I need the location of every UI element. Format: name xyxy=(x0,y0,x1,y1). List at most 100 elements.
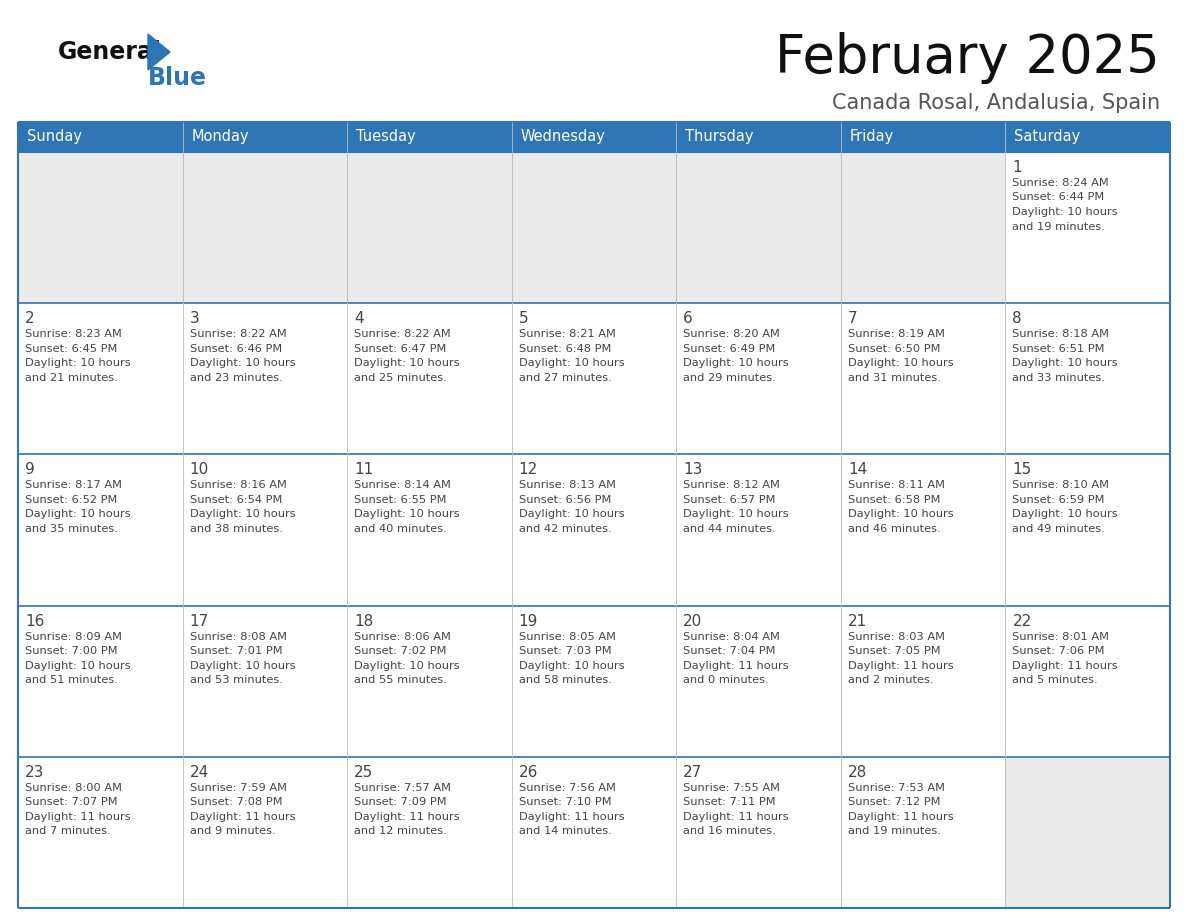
Text: Sunset: 7:09 PM: Sunset: 7:09 PM xyxy=(354,798,447,807)
Text: Blue: Blue xyxy=(148,66,207,90)
Text: Sunrise: 8:08 AM: Sunrise: 8:08 AM xyxy=(190,632,286,642)
Text: 17: 17 xyxy=(190,613,209,629)
Text: and 5 minutes.: and 5 minutes. xyxy=(1012,675,1098,685)
Text: Sunrise: 8:19 AM: Sunrise: 8:19 AM xyxy=(848,330,944,339)
Text: Sunset: 7:03 PM: Sunset: 7:03 PM xyxy=(519,646,612,656)
Text: Sunrise: 8:23 AM: Sunrise: 8:23 AM xyxy=(25,330,122,339)
Bar xyxy=(676,122,841,152)
Text: 22: 22 xyxy=(1012,613,1031,629)
Text: 26: 26 xyxy=(519,765,538,779)
Text: Daylight: 11 hours: Daylight: 11 hours xyxy=(848,661,954,671)
Text: Sunset: 7:07 PM: Sunset: 7:07 PM xyxy=(25,798,118,807)
Text: 1: 1 xyxy=(1012,160,1022,175)
Text: and 2 minutes.: and 2 minutes. xyxy=(848,675,934,685)
Text: Sunrise: 8:03 AM: Sunrise: 8:03 AM xyxy=(848,632,944,642)
Text: Thursday: Thursday xyxy=(685,129,753,144)
Text: and 0 minutes.: and 0 minutes. xyxy=(683,675,769,685)
Bar xyxy=(18,122,183,152)
Text: Sunrise: 8:05 AM: Sunrise: 8:05 AM xyxy=(519,632,615,642)
Bar xyxy=(1005,122,1170,152)
Text: Sunset: 7:10 PM: Sunset: 7:10 PM xyxy=(519,798,612,807)
Text: Sunrise: 7:55 AM: Sunrise: 7:55 AM xyxy=(683,783,781,793)
Text: Sunrise: 8:12 AM: Sunrise: 8:12 AM xyxy=(683,480,781,490)
Text: and 9 minutes.: and 9 minutes. xyxy=(190,826,276,836)
Text: and 16 minutes.: and 16 minutes. xyxy=(683,826,776,836)
Text: and 38 minutes.: and 38 minutes. xyxy=(190,524,283,534)
Polygon shape xyxy=(148,34,170,70)
Text: 18: 18 xyxy=(354,613,373,629)
Bar xyxy=(183,756,347,908)
Bar xyxy=(841,152,1005,303)
Text: Daylight: 11 hours: Daylight: 11 hours xyxy=(354,812,460,822)
Text: Sunset: 7:11 PM: Sunset: 7:11 PM xyxy=(683,798,776,807)
Text: Daylight: 10 hours: Daylight: 10 hours xyxy=(354,358,460,368)
Text: Daylight: 10 hours: Daylight: 10 hours xyxy=(190,509,295,520)
Text: and 46 minutes.: and 46 minutes. xyxy=(848,524,941,534)
Bar xyxy=(512,756,676,908)
Text: and 42 minutes.: and 42 minutes. xyxy=(519,524,612,534)
Text: February 2025: February 2025 xyxy=(776,32,1159,84)
Text: and 29 minutes.: and 29 minutes. xyxy=(683,373,776,383)
Text: 16: 16 xyxy=(25,613,44,629)
Text: Sunset: 6:48 PM: Sunset: 6:48 PM xyxy=(519,343,611,353)
Text: Sunset: 6:58 PM: Sunset: 6:58 PM xyxy=(848,495,941,505)
Text: Daylight: 10 hours: Daylight: 10 hours xyxy=(25,661,131,671)
Text: Daylight: 10 hours: Daylight: 10 hours xyxy=(354,661,460,671)
Text: 11: 11 xyxy=(354,463,373,477)
Text: Daylight: 10 hours: Daylight: 10 hours xyxy=(1012,509,1118,520)
Text: Sunrise: 8:21 AM: Sunrise: 8:21 AM xyxy=(519,330,615,339)
Text: and 27 minutes.: and 27 minutes. xyxy=(519,373,612,383)
Text: Sunrise: 8:22 AM: Sunrise: 8:22 AM xyxy=(354,330,451,339)
Text: Daylight: 11 hours: Daylight: 11 hours xyxy=(848,812,954,822)
Bar xyxy=(18,303,183,454)
Bar xyxy=(183,152,347,303)
Text: 15: 15 xyxy=(1012,463,1031,477)
Text: 21: 21 xyxy=(848,613,867,629)
Text: Sunrise: 7:57 AM: Sunrise: 7:57 AM xyxy=(354,783,451,793)
Bar xyxy=(347,152,512,303)
Text: 25: 25 xyxy=(354,765,373,779)
Bar xyxy=(18,152,183,303)
Bar xyxy=(512,122,676,152)
Text: 13: 13 xyxy=(683,463,702,477)
Bar xyxy=(1005,756,1170,908)
Text: Daylight: 10 hours: Daylight: 10 hours xyxy=(25,358,131,368)
Text: Sunset: 7:00 PM: Sunset: 7:00 PM xyxy=(25,646,118,656)
Text: 10: 10 xyxy=(190,463,209,477)
Text: Sunset: 6:49 PM: Sunset: 6:49 PM xyxy=(683,343,776,353)
Text: Sunset: 7:01 PM: Sunset: 7:01 PM xyxy=(190,646,283,656)
Text: Sunset: 6:55 PM: Sunset: 6:55 PM xyxy=(354,495,447,505)
Bar xyxy=(676,454,841,606)
Text: Sunrise: 8:09 AM: Sunrise: 8:09 AM xyxy=(25,632,122,642)
Text: Sunset: 6:56 PM: Sunset: 6:56 PM xyxy=(519,495,611,505)
Text: Daylight: 10 hours: Daylight: 10 hours xyxy=(848,509,954,520)
Text: 6: 6 xyxy=(683,311,693,326)
Text: and 14 minutes.: and 14 minutes. xyxy=(519,826,612,836)
Bar xyxy=(841,303,1005,454)
Text: Sunset: 6:54 PM: Sunset: 6:54 PM xyxy=(190,495,282,505)
Text: 9: 9 xyxy=(25,463,34,477)
Text: Sunday: Sunday xyxy=(27,129,82,144)
Bar xyxy=(347,756,512,908)
Text: Daylight: 11 hours: Daylight: 11 hours xyxy=(683,812,789,822)
Bar xyxy=(1005,303,1170,454)
Text: and 33 minutes.: and 33 minutes. xyxy=(1012,373,1105,383)
Text: Daylight: 10 hours: Daylight: 10 hours xyxy=(354,509,460,520)
Bar xyxy=(676,152,841,303)
Text: Sunrise: 8:17 AM: Sunrise: 8:17 AM xyxy=(25,480,122,490)
Text: Wednesday: Wednesday xyxy=(520,129,606,144)
Text: Daylight: 10 hours: Daylight: 10 hours xyxy=(25,509,131,520)
Text: and 31 minutes.: and 31 minutes. xyxy=(848,373,941,383)
Text: and 19 minutes.: and 19 minutes. xyxy=(1012,221,1105,231)
Text: and 55 minutes.: and 55 minutes. xyxy=(354,675,447,685)
Bar xyxy=(512,152,676,303)
Text: and 35 minutes.: and 35 minutes. xyxy=(25,524,118,534)
Text: and 53 minutes.: and 53 minutes. xyxy=(190,675,283,685)
Text: 7: 7 xyxy=(848,311,858,326)
Bar xyxy=(18,606,183,756)
Bar xyxy=(183,303,347,454)
Text: 28: 28 xyxy=(848,765,867,779)
Text: and 19 minutes.: and 19 minutes. xyxy=(848,826,941,836)
Text: Sunrise: 8:14 AM: Sunrise: 8:14 AM xyxy=(354,480,451,490)
Text: Sunrise: 8:11 AM: Sunrise: 8:11 AM xyxy=(848,480,944,490)
